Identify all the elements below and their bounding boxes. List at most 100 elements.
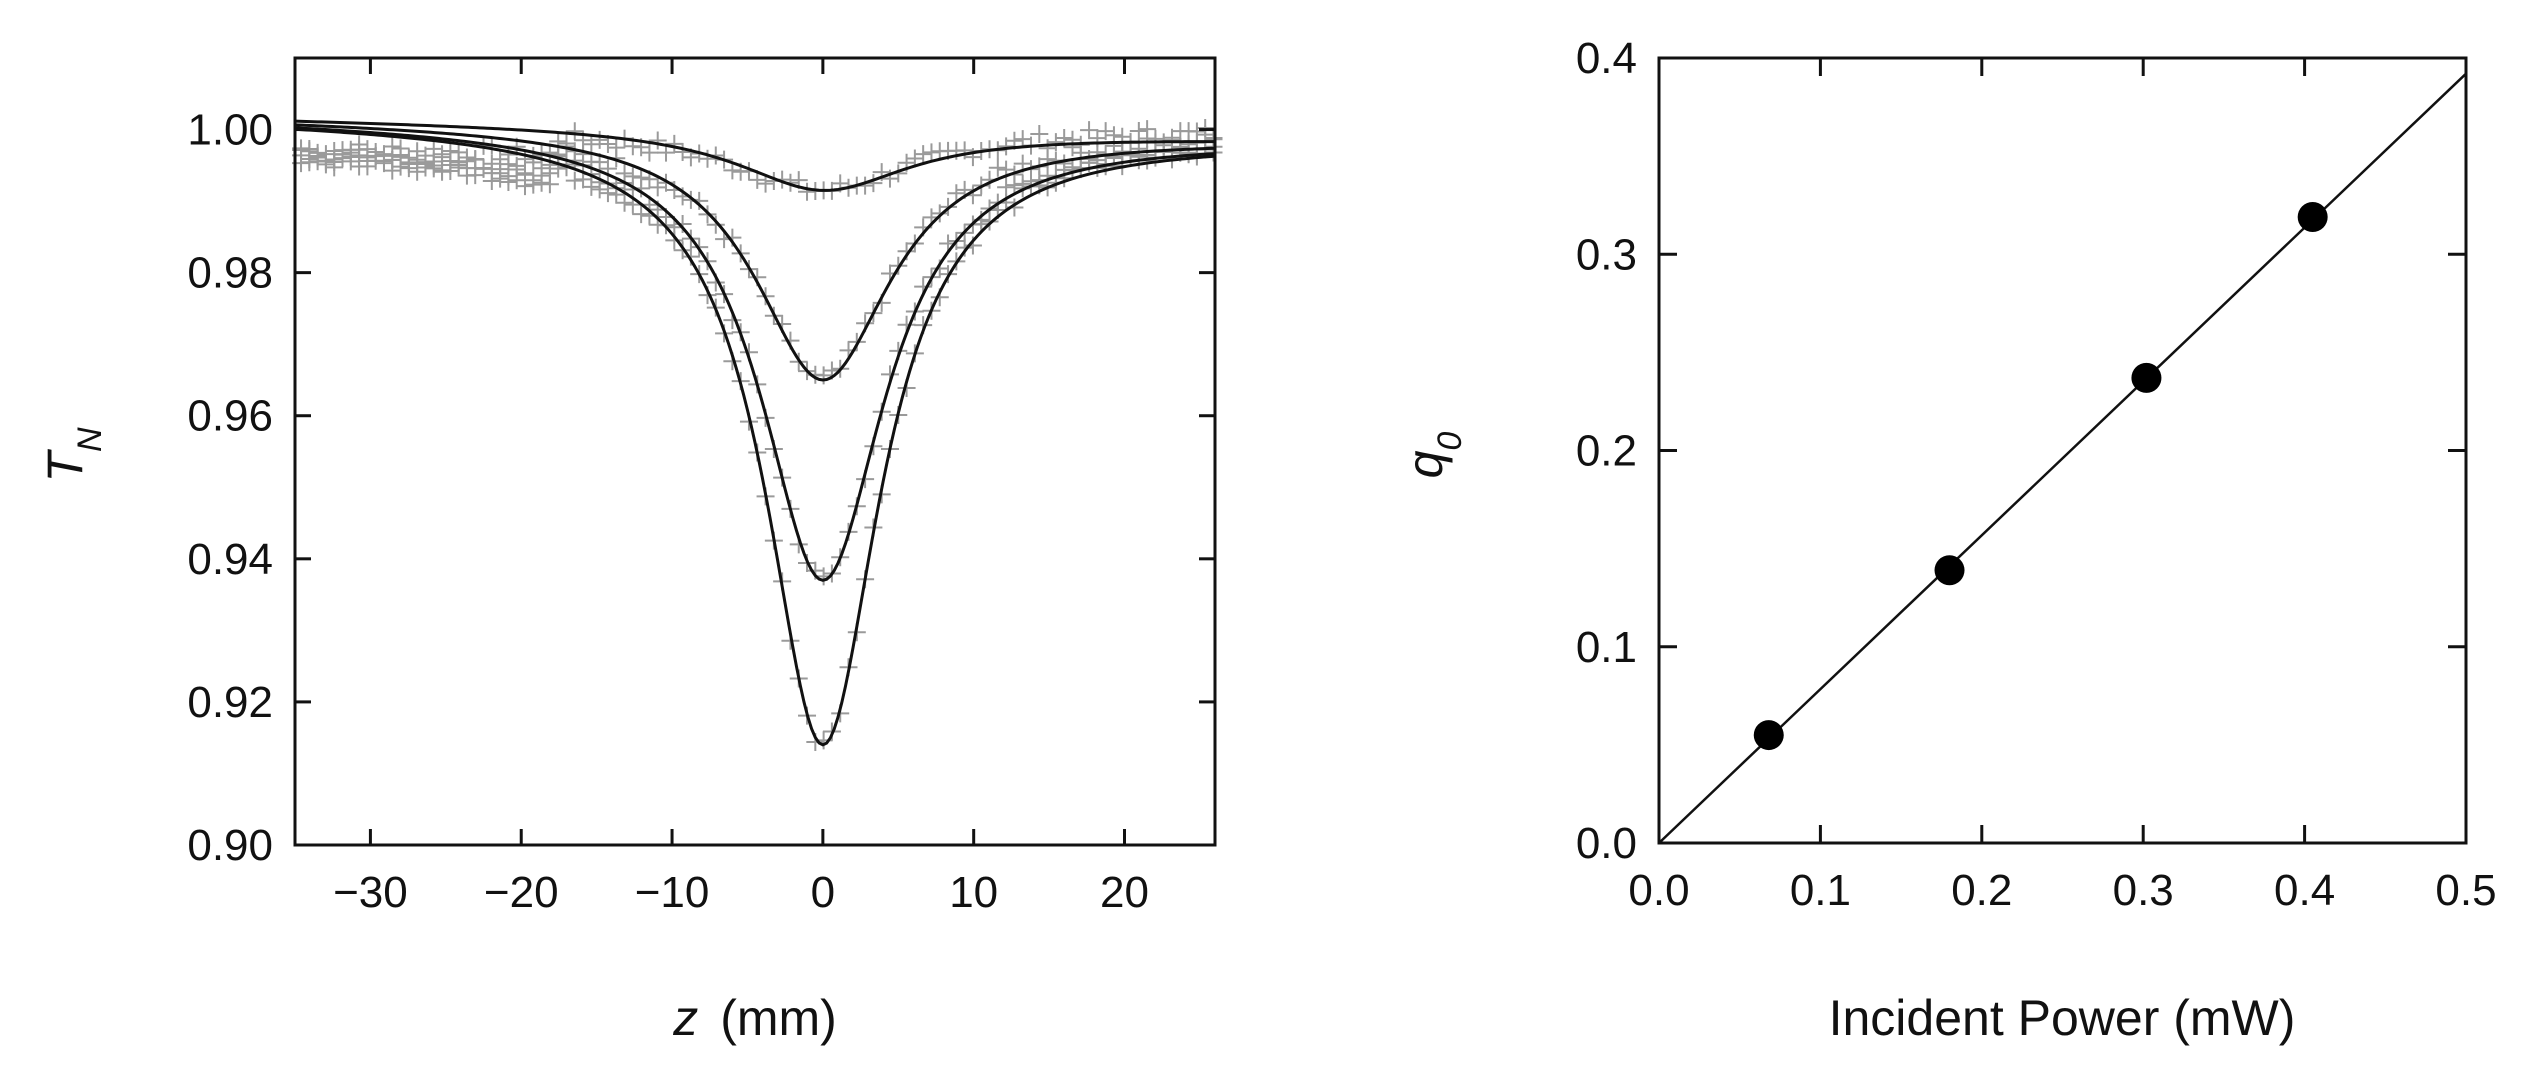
left-data-marker: [516, 177, 534, 196]
left-fit-curves: [294, 119, 1216, 747]
left-data-marker: [1046, 133, 1065, 152]
left-data-marker: [366, 151, 385, 170]
left-data-marker: [590, 130, 609, 149]
left-data-marker: [433, 161, 452, 180]
right-data-point: [2297, 201, 2328, 232]
left-data-marker: [756, 174, 775, 193]
left-x-tick-label: 10: [949, 868, 998, 917]
left-data-marker: [648, 131, 667, 150]
left-data-marker: [308, 143, 327, 162]
left-y-tick-label: 0.96: [187, 392, 273, 441]
left-data-marker: [449, 158, 468, 177]
left-x-tick-label: 0: [811, 868, 835, 917]
left-data-marker: [922, 143, 941, 162]
left-data-marker: [582, 135, 601, 154]
left-data-marker: [474, 159, 493, 178]
left-data-marker: [565, 171, 584, 190]
left-data-marker: [1030, 125, 1049, 144]
left-data-marker: [408, 162, 427, 181]
right-fit-line: [1658, 72, 2467, 844]
left-data-marker: [582, 177, 601, 196]
left-x-axis-title: z (mm): [672, 990, 837, 1046]
left-y-tick-label: 1.00: [187, 106, 273, 155]
left-fit-curve: [294, 127, 1216, 747]
left-fit-curve: [294, 123, 1216, 382]
left-data-marker: [491, 169, 510, 188]
left-fit-curve: [294, 126, 1216, 582]
left-data-marker: [681, 190, 700, 209]
left-data-marker: [640, 143, 659, 162]
right-y-tick-label: 0.2: [1576, 427, 1637, 476]
left-data-marker: [540, 175, 559, 194]
left-data-marker: [947, 184, 966, 203]
right-x-tick-label: 0.3: [2113, 866, 2174, 915]
left-data-marker: [980, 212, 999, 231]
left-data-marker: [673, 215, 692, 234]
left-data-marker: [358, 148, 377, 167]
left-data-marker: [316, 155, 335, 174]
left-data-marker: [632, 205, 651, 224]
left-data-marker: [1080, 121, 1099, 140]
left-x-tick-label: −20: [484, 868, 559, 917]
left-data-marker: [615, 193, 634, 212]
left-data-marker: [374, 146, 393, 165]
left-data-marker: [997, 178, 1016, 197]
left-data-marker: [565, 122, 584, 141]
left-data-marker: [341, 143, 360, 162]
left-data-marker: [416, 154, 435, 173]
right-x-tick-label: 0.0: [1628, 866, 1689, 915]
left-data-marker: [665, 134, 684, 153]
right-y-tick-label: 0.3: [1576, 230, 1637, 279]
right-data-point: [2131, 362, 2162, 393]
right-x-tick-label: 0.5: [2435, 866, 2496, 915]
left-y-tick-label: 0.90: [187, 821, 273, 870]
left-y-axis: 0.90 0.92 0.94 0.96 0.98 1.00: [187, 106, 1215, 870]
left-data-marker: [532, 173, 551, 192]
left-data-marker: [698, 149, 717, 168]
right-data-point: [1753, 720, 1784, 751]
right-x-axis: 0.0 0.1 0.2 0.3 0.4 0.5: [1628, 58, 2497, 915]
left-data-marker: [598, 184, 617, 203]
left-data-marker: [1138, 129, 1157, 148]
left-data-marker: [399, 153, 418, 172]
right-x-tick-label: 0.2: [1951, 866, 2012, 915]
right-x-axis-title: Incident Power (mW): [1829, 990, 2296, 1046]
right-data-point: [1934, 555, 1965, 586]
left-y-tick-label: 0.94: [187, 535, 273, 584]
right-x-tick-label: 0.1: [1790, 866, 1851, 915]
left-data-marker: [333, 145, 352, 164]
left-data-marker: [424, 159, 443, 178]
left-data-marker: [814, 366, 833, 385]
left-data-marker: [524, 175, 543, 194]
left-data-marker: [457, 166, 476, 185]
q0-vs-power-chart: 0.0 0.1 0.2 0.3 0.4 0.5 0.0 0.1 0.2 0.3 0.4 q0 In…: [1397, 34, 2497, 1046]
left-data-marker: [499, 172, 518, 191]
right-data-points: [1753, 201, 2328, 751]
left-data-marker: [1096, 122, 1115, 141]
left-data-marker: [590, 180, 609, 199]
left-data-marker: [1163, 128, 1182, 147]
right-x-tick-label: 0.4: [2274, 866, 2335, 915]
transmittance-chart: −30 −20 −10 0 10 20 0.900.920.940.960.981.00 …: [37, 56, 1223, 1046]
left-data-marker: [350, 146, 369, 165]
left-fit-curve: [294, 119, 1215, 192]
right-y-axis-title: q0: [1397, 432, 1469, 479]
left-data-marker: [748, 170, 767, 189]
left-data-marker: [665, 231, 684, 250]
left-data-marker: [914, 145, 933, 164]
left-y-axis-title: TN: [37, 427, 109, 483]
left-data-points: [292, 119, 1223, 751]
left-data-marker: [1138, 146, 1157, 165]
left-data-marker: [1129, 122, 1148, 141]
left-plot-frame: [293, 56, 1217, 847]
left-data-marker: [706, 215, 725, 234]
left-data-marker: [300, 142, 319, 161]
left-data-marker: [482, 171, 501, 190]
left-x-tick-label: −30: [333, 868, 408, 917]
right-y-axis-subscript: 0: [1431, 432, 1469, 451]
left-data-marker: [383, 161, 402, 180]
left-data-marker: [988, 158, 1007, 177]
right-y-tick-label: 0.1: [1576, 623, 1637, 672]
left-y-axis-subscript: N: [71, 427, 109, 452]
